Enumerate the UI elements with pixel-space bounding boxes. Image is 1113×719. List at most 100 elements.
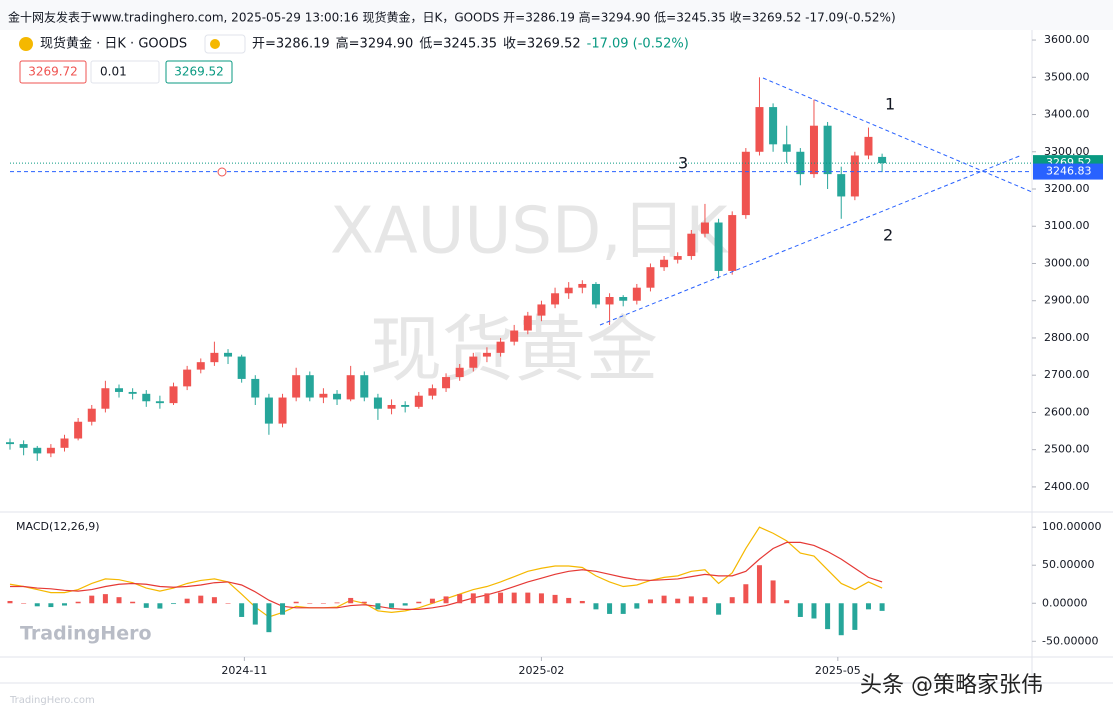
histogram-bar [716,603,722,615]
candle-body [796,151,805,175]
histogram-bar [320,603,326,604]
histogram-bar [647,599,653,604]
candle-body [387,404,396,409]
histogram-bar [62,603,68,606]
candle-body [578,283,587,288]
y-tick-label: 3400.00 [1044,108,1090,121]
histogram-bar [525,592,531,604]
y-tick-label: -50.00000 [1042,634,1098,647]
histogram-bar [75,601,81,604]
histogram-bar [675,598,681,604]
candle-body [782,144,791,152]
candle-body [714,222,723,271]
histogram-bar [607,603,613,614]
histogram-bar [348,597,354,604]
buy-box[interactable] [165,60,233,84]
candle-body [196,362,205,370]
candle-body [401,404,410,407]
price-tag [1033,163,1103,180]
legend-item: 开=3286.19 [252,37,330,52]
y-tick-label: 3300.00 [1044,145,1090,158]
histogram-bar [511,592,517,604]
histogram-bar [375,603,381,610]
legend-item: 高=3294.90 [336,36,414,52]
histogram-bar [130,601,136,604]
y-tick-label: 100.00000 [1042,520,1102,533]
histogram-bar [852,603,858,630]
histogram-bar [48,603,54,608]
legend-item: 收=3269.52 [503,37,581,52]
y-tick-label: 2400.00 [1044,480,1090,493]
anchor [217,167,227,177]
candle-body [169,386,178,404]
candle-body [455,367,464,378]
y-tick-label: 0.00000 [1042,596,1088,609]
header-bar [0,0,1113,30]
candle-body [319,393,328,398]
histogram-bar [811,603,817,619]
site: TradingHero.com [9,695,95,706]
histogram-bar [593,603,599,610]
histogram-bar [498,592,504,604]
caption: 金十网友发表于www.tradinghero.com, 2025-05-29 1… [8,10,896,25]
qty: 0.01 [100,65,127,79]
histogram-bar [484,593,490,604]
candle-body [469,356,478,368]
histogram-bar [702,597,708,604]
histogram-bar [225,603,231,604]
candle-body [687,233,696,257]
candle-body [551,293,560,305]
candle-body [442,377,451,389]
candle-body [673,256,682,260]
candle-body [155,401,164,404]
candle-body [850,155,859,197]
sell-box[interactable] [19,60,87,84]
annotation: 3 [678,154,688,173]
candle-body [878,156,887,164]
histogram-bar [797,603,803,617]
candle-body [142,393,151,402]
histogram-bar [211,597,217,604]
trend-line [599,154,1023,326]
histogram-bar [171,603,177,605]
histogram-bar [429,598,435,604]
candle-body [292,375,301,398]
histogram-bar [184,598,190,604]
histogram-bar [157,603,163,609]
candle-body [414,395,423,407]
y-tick-label: 2700.00 [1044,368,1090,381]
trend-lines [217,77,1033,326]
candle-body [700,222,709,234]
candle-body [6,442,14,445]
candle-body [60,438,69,448]
candle-body [728,215,737,271]
candle-body [87,408,96,422]
legend: 开=3286.19 高=3294.90 低=3245.35 收=3269.52 -17.… [252,36,689,52]
histogram-bar [457,594,463,604]
sell-price: 3269.72 [28,65,78,79]
histogram-bar [361,601,367,604]
histogram-bar [634,603,640,609]
candle-body [837,174,846,197]
y-tick-label: 3500.00 [1044,70,1090,83]
candle-body [823,125,832,175]
candle-body [305,375,314,398]
legend-title: 现货黄金 · 日K · GOODS [40,36,187,52]
buy-price: 3269.52 [174,65,224,79]
qty-box[interactable] [90,60,160,84]
candle-body [482,352,491,357]
y-tick-label: 3200.00 [1044,182,1090,195]
candle-body [224,352,233,357]
symbol-icon [19,37,33,51]
macd-line [10,541,883,610]
candle-body [264,397,273,424]
y-tick-label: 2900.00 [1044,294,1090,307]
candle-body [510,330,519,342]
x-tick-label: 2024-11 [221,664,267,677]
histogram-bar [661,595,667,604]
candle-body [864,136,873,156]
histogram-bar [389,603,395,608]
y-tick-label: 3600.00 [1044,33,1090,46]
legend-item: 低=3245.35 [419,37,497,52]
y-tick-label: 2500.00 [1044,443,1090,456]
